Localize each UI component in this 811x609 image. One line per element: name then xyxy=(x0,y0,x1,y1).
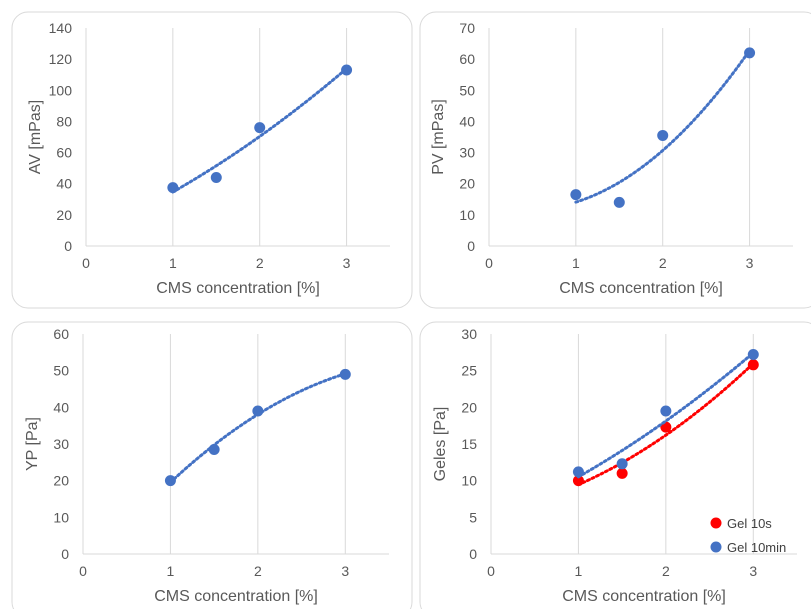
data-point xyxy=(572,466,584,478)
y-tick-label: 100 xyxy=(49,82,73,98)
y-tick-label: 20 xyxy=(461,399,477,415)
y-tick-label: 10 xyxy=(461,473,477,489)
data-point xyxy=(660,405,672,417)
y-tick-label: 15 xyxy=(461,436,477,452)
y-tick-label: 120 xyxy=(49,51,73,67)
y-axis-title: PV [mPas] xyxy=(430,99,447,175)
x-tick-label: 3 xyxy=(341,563,349,579)
y-tick-label: 40 xyxy=(459,113,475,129)
y-tick-label: 5 xyxy=(469,509,477,525)
chart-frame xyxy=(11,11,413,309)
x-tick-label: 0 xyxy=(82,255,90,271)
y-tick-label: 60 xyxy=(53,326,69,342)
y-tick-label: 20 xyxy=(459,176,475,192)
x-tick-label: 2 xyxy=(256,255,264,271)
trendline xyxy=(576,361,755,487)
trendline xyxy=(574,48,752,204)
data-point xyxy=(572,475,584,487)
data-point xyxy=(657,129,669,141)
y-tick-label: 0 xyxy=(64,238,72,254)
legend: Gel 10s Gel 10min xyxy=(710,516,786,555)
y-tick-label: 40 xyxy=(56,176,72,192)
legend-label: Gel 10s xyxy=(727,516,772,531)
y-tick-label: 80 xyxy=(56,113,72,129)
y-tick-label: 40 xyxy=(53,399,69,415)
data-point xyxy=(744,47,756,59)
x-tick-label: 0 xyxy=(79,563,87,579)
chart-frame xyxy=(419,11,811,309)
trendline xyxy=(171,67,349,194)
x-tick-label: 1 xyxy=(167,563,175,579)
trendline xyxy=(576,351,755,479)
y-axis-title: Geles [Pa] xyxy=(432,407,449,482)
data-point xyxy=(339,368,351,380)
x-tick-label: 1 xyxy=(575,563,583,579)
y-tick-label: 50 xyxy=(53,363,69,379)
data-point xyxy=(164,475,176,487)
legend-label: Gel 10min xyxy=(727,540,786,555)
y-tick-label: 20 xyxy=(53,473,69,489)
data-point xyxy=(616,458,628,470)
x-tick-label: 3 xyxy=(746,255,754,271)
y-tick-label: 30 xyxy=(461,326,477,342)
x-axis-title: CMS concentration [%] xyxy=(562,588,726,605)
y-axis-title: AV [mPas] xyxy=(27,100,44,174)
y-tick-label: 30 xyxy=(53,436,69,452)
x-tick-label: 2 xyxy=(662,563,670,579)
y-tick-label: 140 xyxy=(49,20,73,36)
data-point xyxy=(167,182,179,194)
y-tick-label: 20 xyxy=(56,207,72,223)
y-tick-label: 0 xyxy=(61,546,69,562)
x-tick-label: 3 xyxy=(343,255,351,271)
y-tick-label: 0 xyxy=(469,546,477,562)
x-tick-label: 1 xyxy=(169,255,177,271)
data-point xyxy=(747,349,759,361)
y-tick-label: 25 xyxy=(461,363,477,379)
data-point xyxy=(254,122,266,134)
data-point xyxy=(341,64,353,76)
x-axis-title: CMS concentration [%] xyxy=(154,588,318,605)
data-point xyxy=(210,171,222,183)
data-point xyxy=(252,405,264,417)
y-tick-label: 50 xyxy=(459,82,475,98)
data-point xyxy=(747,359,759,371)
y-axis-title: YP [Pa] xyxy=(24,417,41,471)
y-tick-label: 60 xyxy=(56,145,72,161)
legend-marker xyxy=(710,541,722,553)
y-tick-label: 0 xyxy=(467,238,475,254)
data-point xyxy=(208,444,220,455)
y-tick-label: 10 xyxy=(53,509,69,525)
chart-panel-1: 0 1 2 3 0 20 40 60 80 100 120 140 CMS concentration … xyxy=(11,11,413,309)
x-tick-label: 0 xyxy=(485,255,493,271)
data-point xyxy=(616,467,628,479)
y-tick-label: 70 xyxy=(459,20,475,36)
data-point xyxy=(613,196,625,208)
x-tick-label: 0 xyxy=(487,563,495,579)
chart-frame xyxy=(11,321,413,609)
data-point xyxy=(570,189,582,201)
y-tick-label: 30 xyxy=(459,145,475,161)
y-tick-label: 60 xyxy=(459,51,475,67)
legend-marker xyxy=(710,517,722,529)
x-tick-label: 2 xyxy=(254,563,262,579)
x-tick-label: 3 xyxy=(749,563,757,579)
y-tick-label: 10 xyxy=(459,207,475,223)
x-tick-label: 2 xyxy=(659,255,667,271)
x-tick-label: 1 xyxy=(572,255,580,271)
x-axis-title: CMS concentration [%] xyxy=(559,280,723,297)
x-axis-title: CMS concentration [%] xyxy=(156,280,320,297)
